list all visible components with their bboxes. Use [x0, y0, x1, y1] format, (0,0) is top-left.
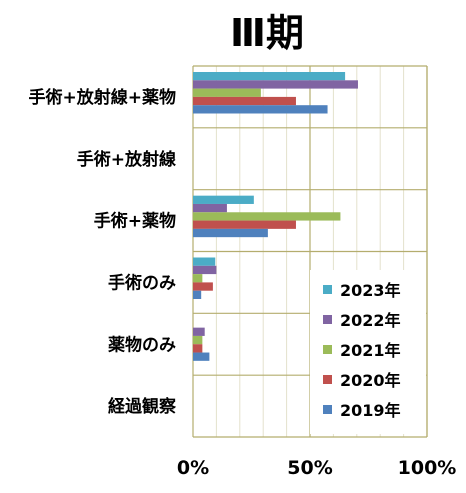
category-label: 手術+薬物 [94, 211, 176, 232]
bar [193, 344, 203, 353]
legend-label: 2019年 [340, 401, 401, 420]
category-label: 薬物のみ [108, 334, 176, 355]
bar [193, 96, 296, 106]
bar [193, 195, 254, 204]
bar [193, 203, 227, 213]
legend-label: 2023年 [340, 281, 401, 300]
bar [193, 352, 210, 361]
legend-swatch [323, 405, 332, 414]
bar [193, 105, 328, 114]
chart-title: Ⅲ期 [230, 11, 304, 55]
category-label: 経過観察 [108, 396, 177, 417]
bar [193, 265, 217, 275]
legend: 2023年 2022年 2021年 2020年 2019年 [310, 270, 426, 434]
bar [193, 228, 268, 238]
bar [193, 220, 296, 229]
bar [193, 257, 216, 266]
bar [193, 282, 213, 291]
plot-area [192, 65, 428, 438]
legend-swatch [323, 315, 332, 324]
category-label: 手術+放射線+薬物 [29, 87, 177, 108]
x-tick-label: 100% [398, 457, 457, 479]
bar [193, 72, 346, 81]
bar [193, 335, 203, 345]
bar [193, 290, 202, 299]
bar [193, 88, 261, 97]
legend-label: 2022年 [340, 311, 401, 330]
category-label: 手術のみ [108, 272, 176, 293]
legend-swatch [323, 345, 332, 354]
x-tick-label: 50% [287, 457, 332, 479]
legend-swatch [323, 375, 332, 384]
bar [193, 274, 203, 283]
bar [193, 212, 341, 221]
category-label: 手術+放射線 [77, 149, 176, 170]
bar [193, 80, 358, 89]
x-tick-label: 0% [177, 457, 209, 479]
bar [193, 327, 205, 336]
x-axis-ticks: 0% 50% 100% [177, 457, 456, 479]
legend-swatch [323, 285, 332, 294]
legend-label: 2021年 [340, 341, 401, 360]
legend-label: 2020年 [340, 371, 401, 390]
